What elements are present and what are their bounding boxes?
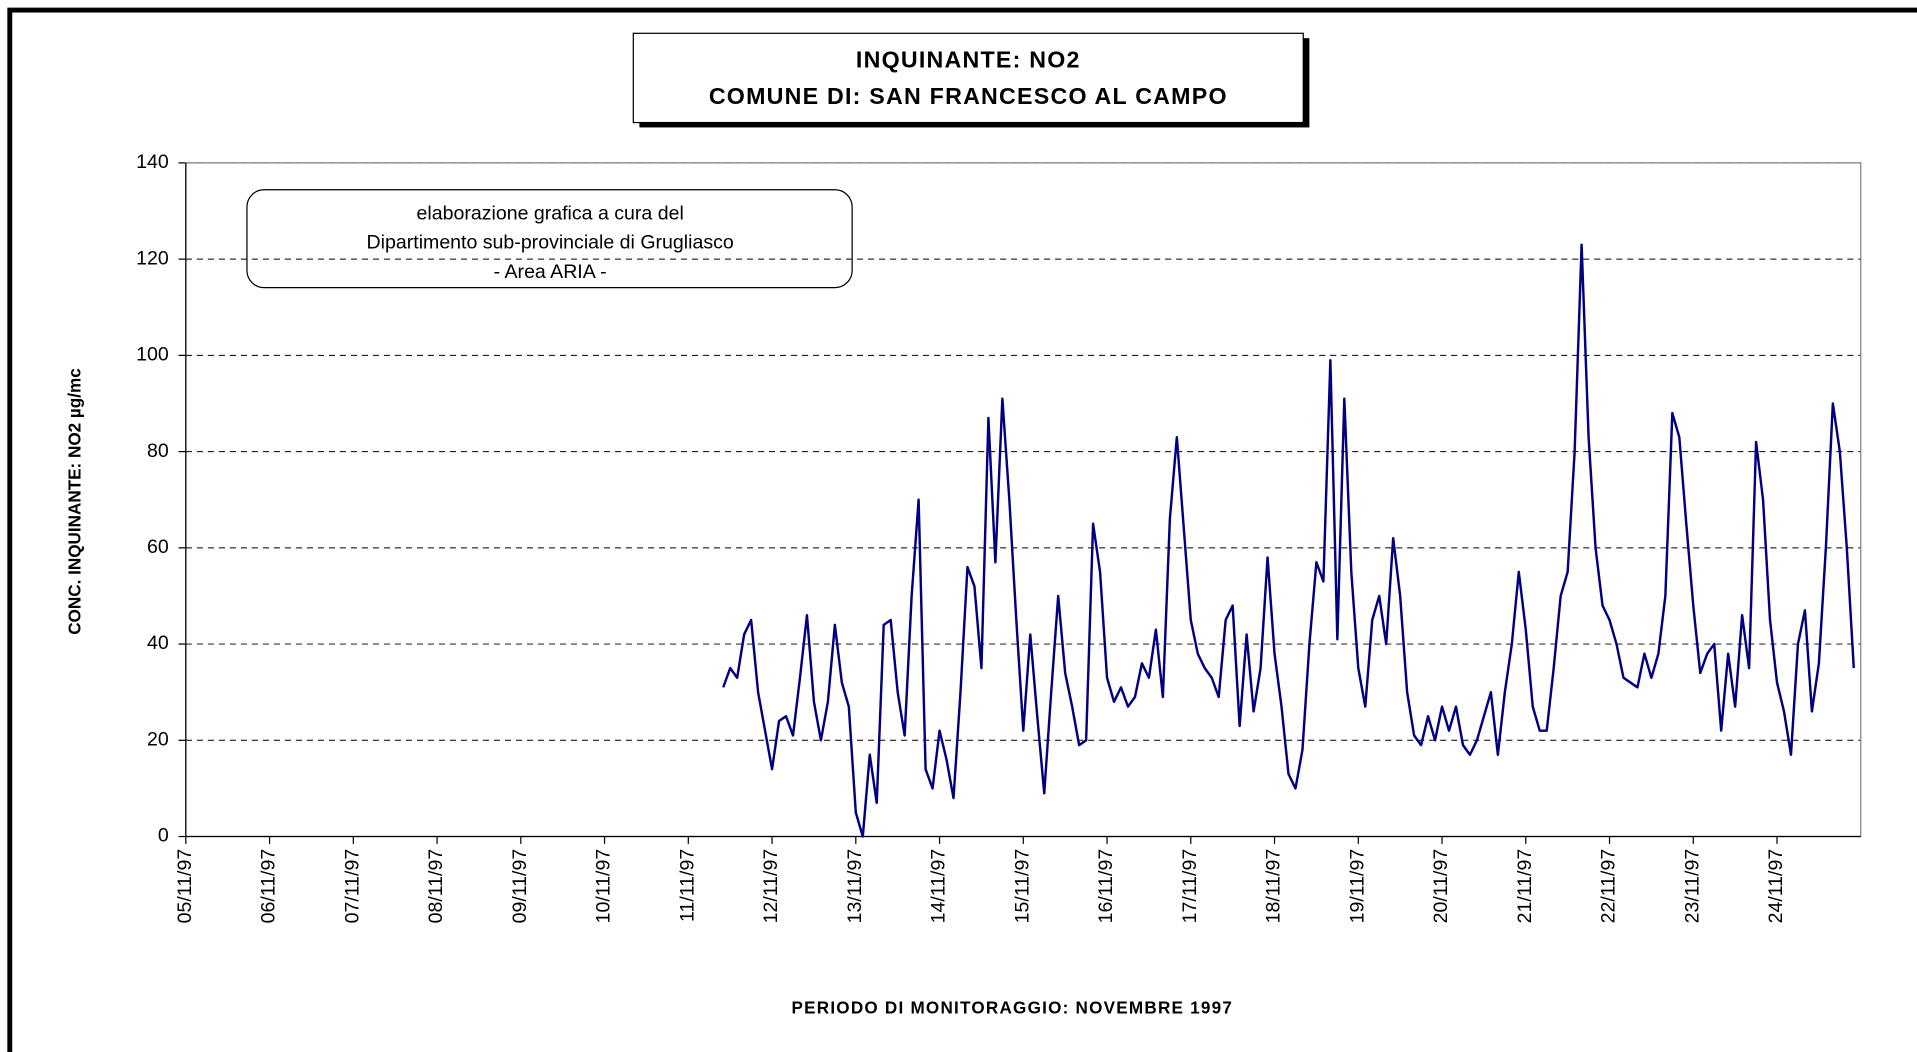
x-tick-label: 16/11/97 [1095,849,1117,924]
x-tick-label: 08/11/97 [425,849,447,924]
y-tick-label: 20 [147,728,169,750]
y-tick-label: 60 [147,536,169,558]
x-tick-label: 18/11/97 [1263,849,1285,924]
title-box [632,32,1304,124]
y-axis-title: CONC. INQUINANTE: NO2 µg/mc [65,368,84,635]
x-tick-label: 17/11/97 [1179,849,1201,924]
annotation-box [246,189,853,289]
y-tick-label: 0 [158,825,169,847]
x-tick-label: 23/11/97 [1681,849,1703,924]
x-tick-label: 07/11/97 [341,849,363,924]
x-tick-label: 20/11/97 [1430,849,1452,924]
chart-title: INQUINANTE: NO2 [856,47,1081,73]
y-tick-label: 40 [147,632,169,654]
chart-subtitle: COMUNE DI: SAN FRANCESCO AL CAMPO [709,83,1228,109]
y-tick-label: 120 [136,247,169,269]
x-tick-label: 21/11/97 [1514,849,1536,924]
y-tick-label: 80 [147,440,169,462]
annotation: Dipartimento sub-provinciale di Gruglias… [367,232,734,254]
y-tick-label: 100 [136,344,169,366]
x-axis-title: PERIODO DI MONITORAGGIO: NOVEMBRE 1997 [791,998,1233,1017]
x-tick-label: 06/11/97 [258,849,280,924]
annotation: - Area ARIA - [494,261,607,283]
data-line [722,243,1856,838]
x-tick-label: 10/11/97 [593,849,615,924]
x-tick-label: 22/11/97 [1598,849,1620,924]
frame [7,7,1917,1052]
x-tick-label: 24/11/97 [1765,849,1787,924]
y-tick-label: 140 [136,151,169,173]
x-tick-label: 05/11/97 [174,849,196,924]
x-tick-label: 14/11/97 [928,849,950,924]
x-tick-label: 11/11/97 [676,849,698,922]
x-tick-label: 13/11/97 [844,849,866,924]
x-tick-label: 19/11/97 [1346,849,1368,924]
x-tick-label: 12/11/97 [760,849,782,924]
x-tick-label: 09/11/97 [509,849,531,924]
annotation: elaborazione grafica a cura del [417,202,684,224]
x-tick-label: 15/11/97 [1011,849,1033,924]
